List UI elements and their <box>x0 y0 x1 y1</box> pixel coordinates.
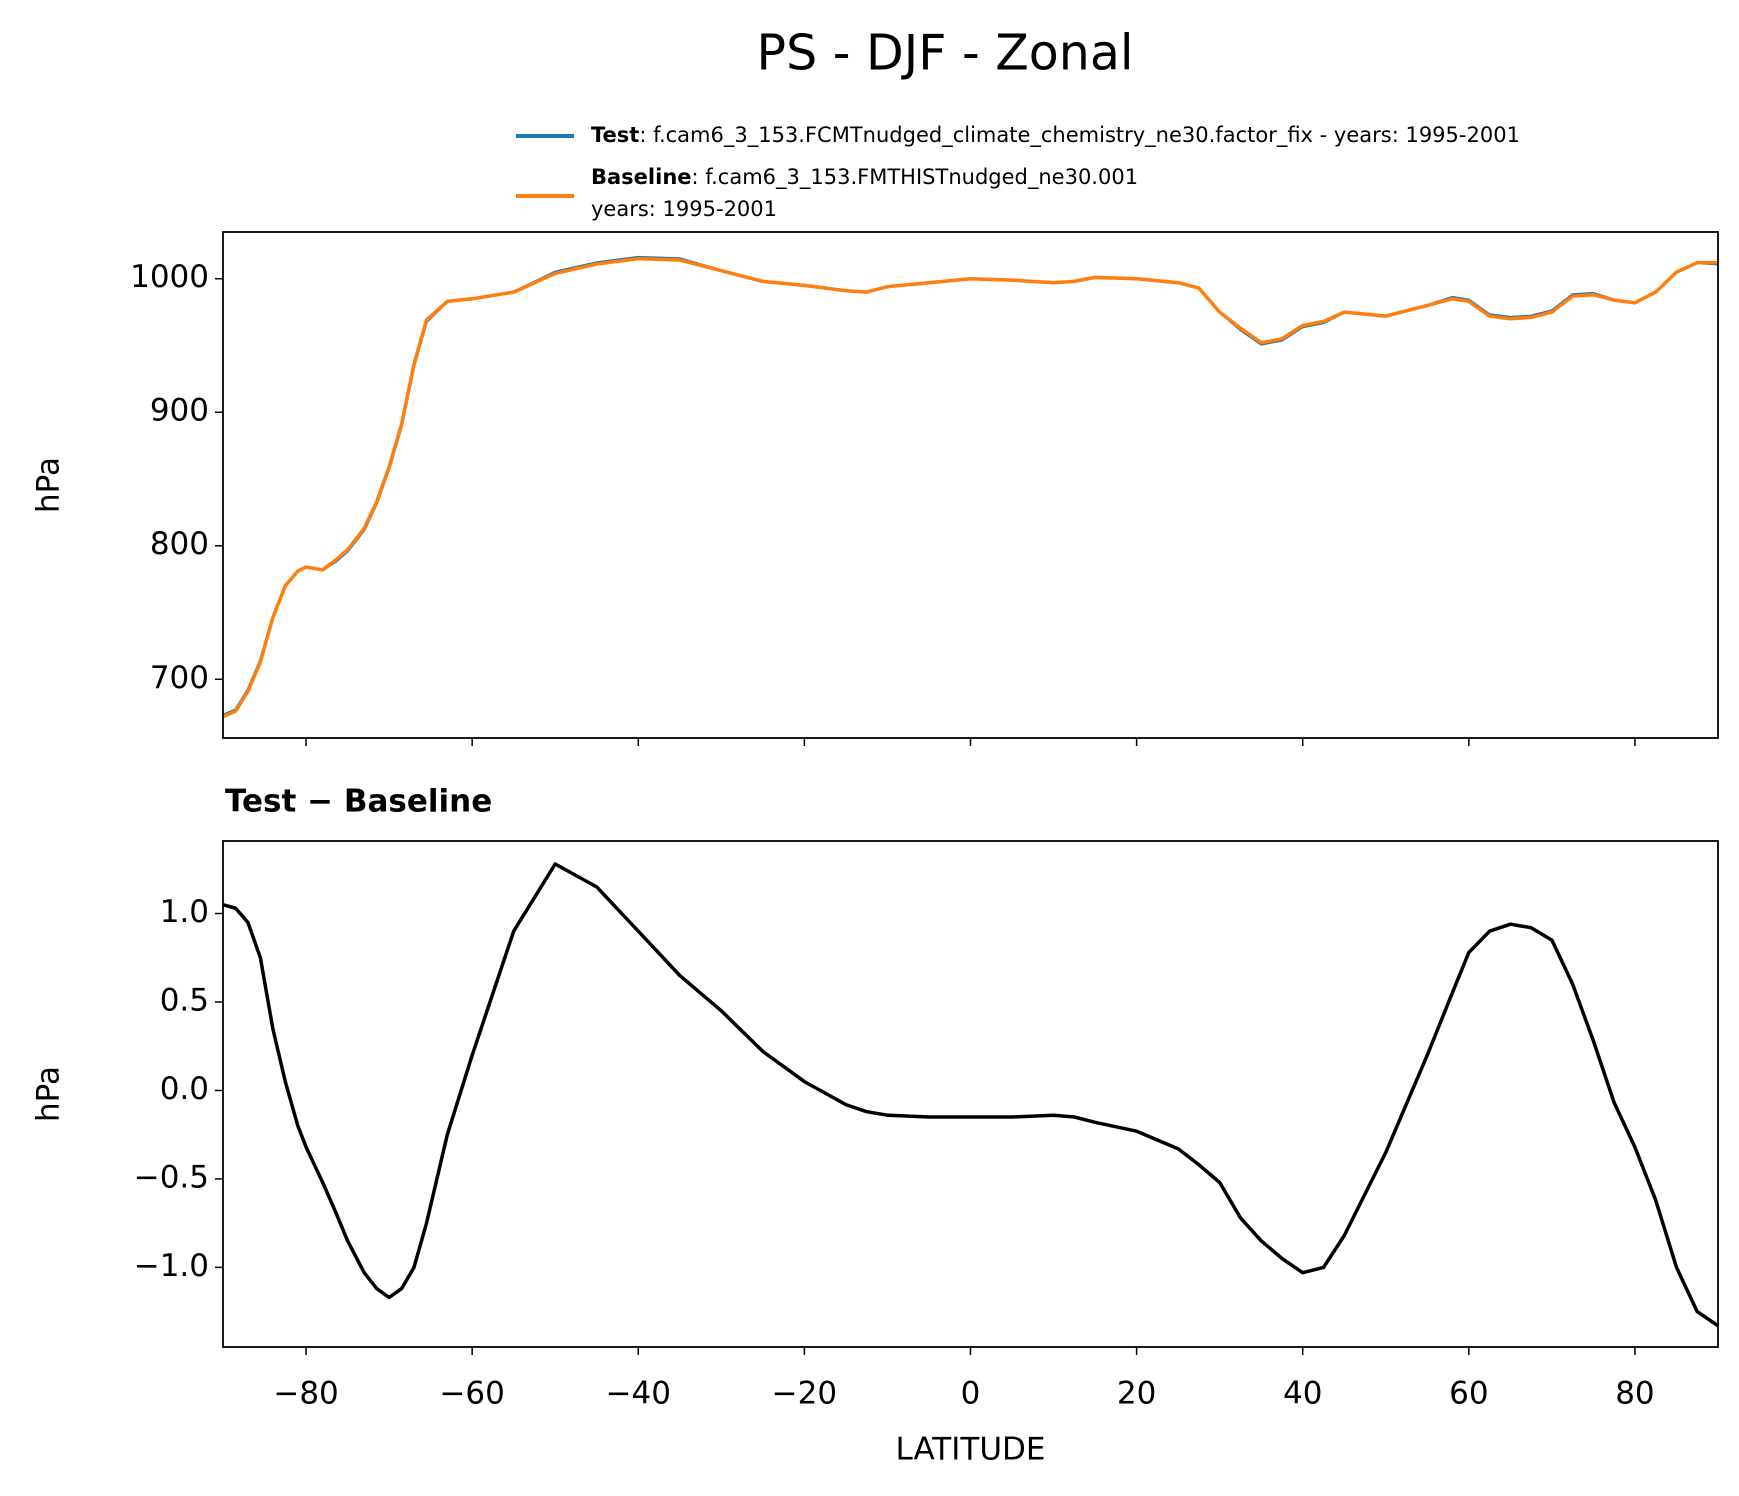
x-tick-label: 20 <box>1117 1376 1156 1412</box>
legend-label: Baseline: f.cam6_3_153.FMTHISTnudged_ne3… <box>591 165 1138 190</box>
y-tick-label: 800 <box>150 526 209 562</box>
x-tick-label: 80 <box>1615 1376 1654 1412</box>
y-axis-label: hPa <box>31 1066 67 1122</box>
legend-name: Baseline <box>591 165 692 189</box>
subplot-title: Test − Baseline <box>225 784 492 820</box>
y-tick-label: −0.5 <box>134 1159 209 1195</box>
x-tick-label: 40 <box>1283 1376 1322 1412</box>
legend-name: Test <box>591 123 639 147</box>
x-tick-label: −40 <box>606 1376 671 1412</box>
legend-label: Test: f.cam6_3_153.FCMTnudged_climate_ch… <box>591 123 1520 148</box>
x-axis-label: LATITUDE <box>896 1432 1046 1468</box>
x-tick-label: −60 <box>439 1376 504 1412</box>
legend-text: : f.cam6_3_153.FMTHISTnudged_ne30.001 <box>692 165 1139 190</box>
y-tick-label: −1.0 <box>134 1248 209 1284</box>
y-tick-label: 1000 <box>130 259 209 295</box>
legend-text: : f.cam6_3_153.FCMTnudged_climate_chemis… <box>639 123 1520 148</box>
x-tick-label: 0 <box>961 1376 981 1412</box>
y-axis-label: hPa <box>31 457 67 513</box>
axes-frame <box>222 840 1719 1348</box>
y-tick-label: 0.0 <box>160 1071 209 1107</box>
y-tick-label: 1.0 <box>160 894 209 930</box>
axes-frame <box>222 231 1719 739</box>
figure-title: PS - DJF - Zonal <box>757 25 1134 82</box>
y-tick-label: 700 <box>150 660 209 696</box>
y-tick-label: 900 <box>150 393 209 429</box>
data-line <box>223 862 1718 1328</box>
x-tick-label: −20 <box>772 1376 837 1412</box>
x-tick-label: 60 <box>1449 1376 1488 1412</box>
data-line <box>223 255 1718 717</box>
x-tick-label: −80 <box>273 1376 338 1412</box>
legend-text: years: 1995-2001 <box>591 197 777 221</box>
y-tick-label: 0.5 <box>160 983 209 1019</box>
data-line <box>223 256 1718 719</box>
